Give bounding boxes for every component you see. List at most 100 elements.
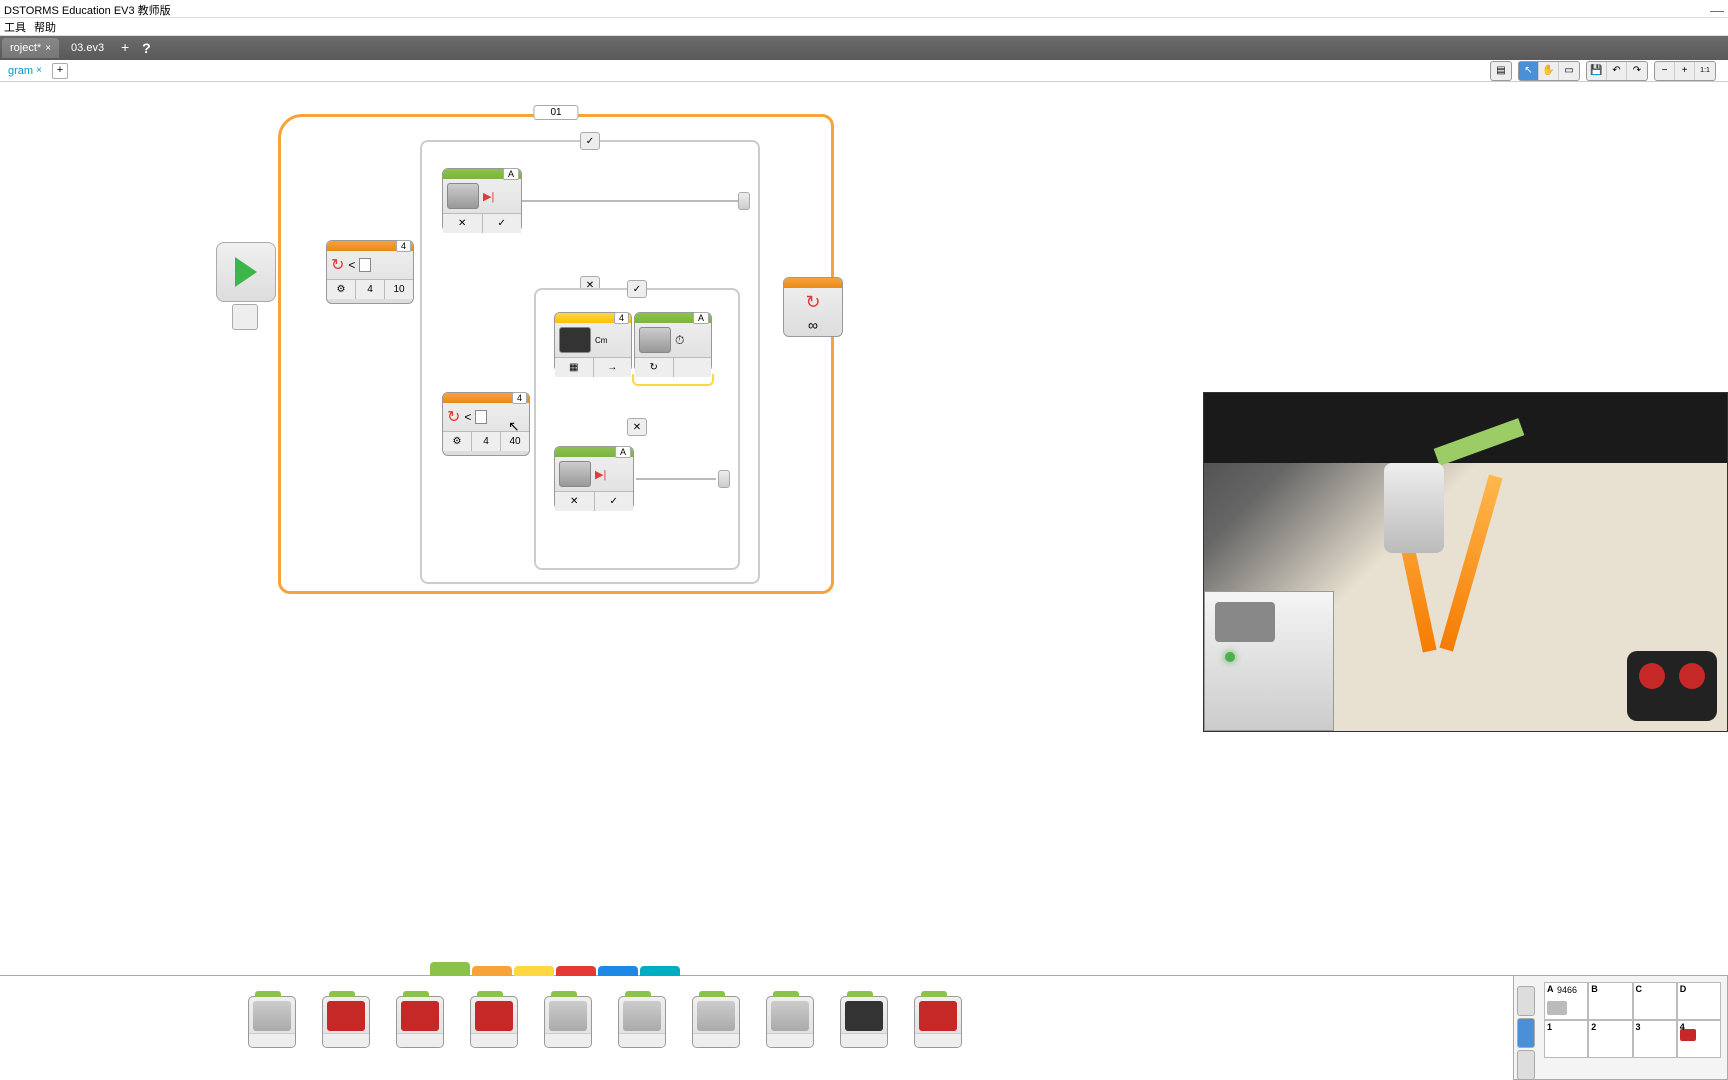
palette-tab-sensor[interactable]: [514, 966, 554, 976]
hw-tab-brick[interactable]: [1517, 986, 1535, 1016]
switch-block-outer[interactable]: ✓ A ▶| ✕ ✓ ✕ ✓ 4: [420, 140, 760, 584]
switch-block-inner[interactable]: ✓ 4 Cm ▦ → A: [534, 288, 740, 570]
palette-block[interactable]: [914, 996, 962, 1048]
pan-icon[interactable]: ✋: [1539, 62, 1559, 80]
switch-tab-check[interactable]: ✓: [580, 132, 600, 150]
add-program-button[interactable]: +: [52, 63, 68, 79]
loop-label: 01: [533, 105, 578, 120]
palette-tab-action[interactable]: [430, 962, 470, 976]
port-label: B: [1591, 984, 1598, 994]
menu-tools[interactable]: 工具: [4, 19, 26, 34]
port-a[interactable]: A 9466: [1544, 982, 1588, 1020]
save-icon[interactable]: 💾: [1587, 62, 1607, 80]
block-header: 4: [327, 241, 413, 251]
hardware-tabs: [1517, 986, 1535, 1080]
hw-tab-ports[interactable]: [1517, 1018, 1535, 1048]
tab-label: 03.ev3: [71, 42, 104, 54]
status-led: [1225, 652, 1235, 662]
palette-block[interactable]: [766, 996, 814, 1048]
inner-x-tab[interactable]: ✕: [627, 418, 647, 436]
menubar: 工具 帮助: [0, 18, 1728, 36]
add-tab-button[interactable]: +: [116, 39, 134, 57]
inner-check-tab[interactable]: ✓: [627, 280, 647, 298]
sensor-ports-row: 1 2 3 4: [1544, 1020, 1721, 1058]
palette-block[interactable]: [248, 996, 296, 1048]
palette-tab-advanced[interactable]: [598, 966, 638, 976]
tab-label: roject*: [10, 42, 41, 54]
check-icon[interactable]: ✓: [595, 492, 634, 511]
palette-block[interactable]: [322, 996, 370, 1048]
sensor-block[interactable]: 4 Cm ▦ →: [554, 312, 632, 372]
palette-block[interactable]: [840, 996, 888, 1048]
window-controls: —: [1710, 2, 1724, 15]
help-icon[interactable]: ?: [142, 40, 151, 56]
palette-block[interactable]: [396, 996, 444, 1048]
hardware-panel: A 9466 B C D 1 2 3 4: [1513, 975, 1728, 1080]
mode-icon[interactable]: ▦: [555, 358, 594, 377]
palette-block[interactable]: [692, 996, 740, 1048]
port-grid: A 9466 B C D 1 2 3 4: [1544, 982, 1721, 1058]
param-1[interactable]: 4: [356, 280, 385, 299]
loop-end-block[interactable]: ↻ ∞: [783, 277, 843, 337]
motor-block-a-stop[interactable]: A ▶| ✕ ✓: [442, 168, 522, 232]
palette-tab-myblocks[interactable]: [640, 966, 680, 976]
pointer-icon[interactable]: ↖: [1519, 62, 1539, 80]
document-icon[interactable]: ▤: [1491, 62, 1511, 80]
sensor-icon[interactable]: ⚙: [443, 432, 472, 451]
block-header: 4: [443, 393, 529, 403]
port-c[interactable]: C: [1633, 982, 1677, 1020]
x-icon[interactable]: ✕: [443, 214, 483, 233]
palette-block[interactable]: [544, 996, 592, 1048]
port-d[interactable]: D: [1677, 982, 1721, 1020]
check-icon[interactable]: ✓: [483, 214, 522, 233]
zoom-out-icon[interactable]: −: [1655, 62, 1675, 80]
zoom-in-icon[interactable]: +: [1675, 62, 1695, 80]
touch-icon: [359, 258, 371, 272]
motor-block-a3[interactable]: A ▶| ✕ ✓: [554, 446, 634, 510]
port-label: 4: [614, 312, 629, 324]
start-block[interactable]: [216, 242, 276, 302]
wait-compare-block[interactable]: 4 ↻ < ⚙ 4 10: [326, 240, 414, 304]
menu-help[interactable]: 帮助: [34, 19, 56, 34]
output-icon[interactable]: →: [594, 358, 632, 377]
zoom-group: − + 1:1: [1654, 61, 1716, 81]
motor-icon: [639, 327, 671, 353]
x-icon[interactable]: ✕: [555, 492, 595, 511]
block-header: A: [555, 447, 633, 457]
redo-icon[interactable]: ↷: [1627, 62, 1647, 80]
palette-blocks: [248, 996, 962, 1048]
port-label: 1: [1547, 1022, 1552, 1032]
port-2[interactable]: 2: [1588, 1020, 1632, 1058]
tab-project[interactable]: roject* ×: [2, 38, 59, 58]
motor-icon: [559, 461, 591, 487]
operator: <: [348, 258, 355, 272]
cursor-icon: ↖: [508, 418, 520, 435]
motor-block-rotate[interactable]: A ⏱ ↻: [634, 312, 712, 372]
pointer-group: ↖ ✋ ▭: [1518, 61, 1580, 81]
palette-tab-data[interactable]: [556, 966, 596, 976]
param-2[interactable]: 10: [385, 280, 413, 299]
port-4[interactable]: 4: [1677, 1020, 1721, 1058]
sensor-icon[interactable]: ⚙: [327, 280, 356, 299]
undo-icon[interactable]: ↶: [1607, 62, 1627, 80]
zoom-reset[interactable]: 1:1: [1695, 62, 1715, 80]
repeat-icon: ↻: [805, 292, 820, 313]
timer-icon: ⏱: [675, 333, 684, 348]
close-icon[interactable]: ×: [36, 65, 42, 76]
port-label: A: [693, 312, 709, 324]
tab-03ev3[interactable]: 03.ev3: [63, 38, 112, 58]
port-b[interactable]: B: [1588, 982, 1632, 1020]
hw-tab-info[interactable]: [1517, 1050, 1535, 1080]
palette-block[interactable]: [618, 996, 666, 1048]
comment-icon[interactable]: ▭: [1559, 62, 1579, 80]
palette-tab-flow[interactable]: [472, 966, 512, 976]
port-3[interactable]: 3: [1633, 1020, 1677, 1058]
param-1[interactable]: 4: [472, 432, 501, 451]
minimize-icon[interactable]: —: [1710, 2, 1724, 15]
port-1[interactable]: 1: [1544, 1020, 1588, 1058]
port-label: 3: [1636, 1022, 1641, 1032]
close-icon[interactable]: ×: [45, 43, 51, 54]
palette-block[interactable]: [470, 996, 518, 1048]
stop-icon: ▶|: [595, 468, 606, 481]
subtab-program[interactable]: gram ×: [2, 62, 48, 80]
